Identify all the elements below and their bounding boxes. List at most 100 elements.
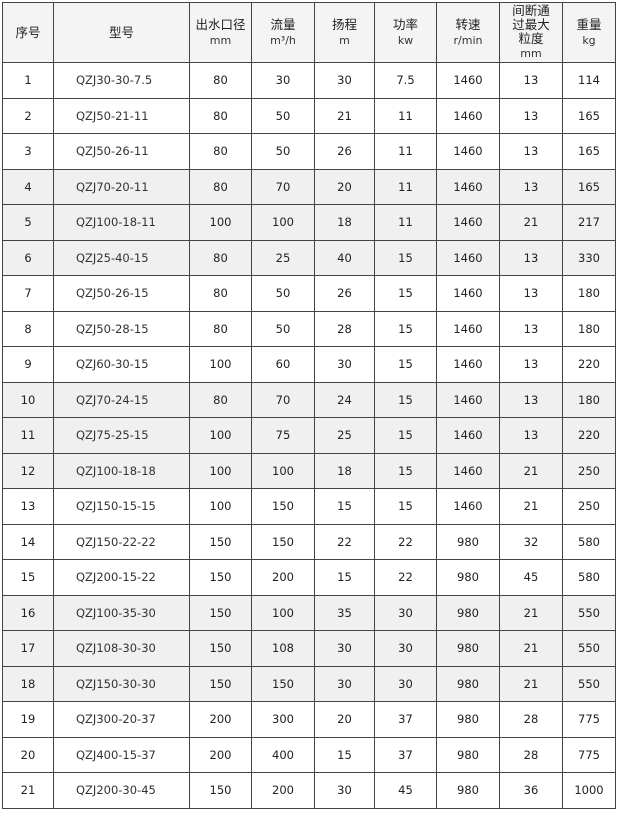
cell-index: 5 [2, 204, 54, 241]
cell-index: 19 [2, 701, 54, 738]
header-unit: m [339, 33, 350, 47]
cell-speed: 1460 [436, 488, 500, 525]
cell-power: 15 [374, 488, 437, 525]
cell-max-particle: 13 [499, 239, 563, 276]
cell-index: 18 [2, 665, 54, 702]
cell-index: 15 [2, 559, 54, 596]
cell-flow: 25 [251, 239, 315, 276]
cell-model: QZJ70-20-11 [53, 168, 190, 205]
cell-outlet-diameter: 80 [189, 275, 252, 312]
table-row: 1 QZJ30-30-7.5 80 30 30 7.5 1460 13 114 [2, 62, 616, 99]
cell-flow: 150 [251, 665, 315, 702]
cell-outlet-diameter: 200 [189, 736, 252, 773]
table-row: 14 QZJ150-22-22 150 150 22 22 980 32 580 [2, 523, 616, 560]
cell-weight: 580 [562, 523, 616, 560]
cell-speed: 1460 [436, 452, 500, 489]
table-row: 18 QZJ150-30-30 150 150 30 30 980 21 550 [2, 665, 616, 702]
cell-speed: 1460 [436, 381, 500, 418]
cell-weight: 550 [562, 594, 616, 631]
table-row: 17 QZJ108-30-30 150 108 30 30 980 21 550 [2, 630, 616, 667]
cell-index: 2 [2, 97, 54, 134]
cell-head: 30 [314, 772, 375, 809]
cell-flow: 108 [251, 630, 315, 667]
cell-flow: 100 [251, 204, 315, 241]
cell-speed: 1460 [436, 275, 500, 312]
cell-head: 15 [314, 736, 375, 773]
cell-outlet-diameter: 80 [189, 239, 252, 276]
table-body: 1 QZJ30-30-7.5 80 30 30 7.5 1460 13 114 2 QZJ50-21… [2, 62, 616, 809]
cell-outlet-diameter: 100 [189, 452, 252, 489]
cell-flow: 200 [251, 772, 315, 809]
cell-outlet-diameter: 150 [189, 665, 252, 702]
cell-head: 30 [314, 346, 375, 383]
cell-flow: 150 [251, 523, 315, 560]
cell-max-particle: 13 [499, 417, 563, 454]
cell-flow: 150 [251, 488, 315, 525]
cell-power: 7.5 [374, 62, 437, 99]
header-label: 流量 [270, 16, 296, 32]
cell-max-particle: 32 [499, 523, 563, 560]
cell-speed: 980 [436, 701, 500, 738]
cell-outlet-diameter: 80 [189, 97, 252, 134]
cell-head: 18 [314, 452, 375, 489]
cell-speed: 980 [436, 736, 500, 773]
cell-speed: 1460 [436, 346, 500, 383]
cell-head: 21 [314, 97, 375, 134]
cell-flow: 60 [251, 346, 315, 383]
cell-power: 37 [374, 736, 437, 773]
cell-flow: 70 [251, 381, 315, 418]
cell-index: 13 [2, 488, 54, 525]
cell-outlet-diameter: 150 [189, 630, 252, 667]
cell-speed: 980 [436, 772, 500, 809]
header-speed: 转速 r/min [436, 2, 500, 63]
cell-outlet-diameter: 100 [189, 346, 252, 383]
cell-max-particle: 13 [499, 62, 563, 99]
cell-head: 30 [314, 665, 375, 702]
cell-outlet-diameter: 80 [189, 310, 252, 347]
cell-index: 20 [2, 736, 54, 773]
table-row: 19 QZJ300-20-37 200 300 20 37 980 28 775 [2, 701, 616, 738]
header-label: 间断通过最大粒度 [512, 2, 550, 46]
header-label: 重量 [576, 16, 602, 32]
cell-index: 14 [2, 523, 54, 560]
cell-head: 20 [314, 168, 375, 205]
cell-speed: 1460 [436, 417, 500, 454]
cell-model: QZJ50-21-11 [53, 97, 190, 134]
cell-weight: 114 [562, 62, 616, 99]
cell-outlet-diameter: 100 [189, 488, 252, 525]
cell-power: 15 [374, 381, 437, 418]
cell-model: QZJ100-18-18 [53, 452, 190, 489]
cell-weight: 550 [562, 630, 616, 667]
table-header: 序号 型号 出水口径 mm 流量 m³/h 扬程 m 功率 kw 转速 r/min 间断通过最大粒度 mm… [2, 2, 616, 63]
cell-max-particle: 36 [499, 772, 563, 809]
cell-speed: 980 [436, 523, 500, 560]
cell-head: 15 [314, 488, 375, 525]
cell-power: 11 [374, 97, 437, 134]
cell-max-particle: 13 [499, 381, 563, 418]
cell-speed: 1460 [436, 239, 500, 276]
header-label: 型号 [108, 24, 134, 40]
cell-max-particle: 13 [499, 346, 563, 383]
table-row: 7 QZJ50-26-15 80 50 26 15 1460 13 180 [2, 275, 616, 312]
cell-flow: 100 [251, 452, 315, 489]
cell-speed: 1460 [436, 310, 500, 347]
cell-weight: 330 [562, 239, 616, 276]
cell-flow: 300 [251, 701, 315, 738]
table-row: 12 QZJ100-18-18 100 100 18 15 1460 21 250 [2, 452, 616, 489]
cell-speed: 980 [436, 665, 500, 702]
cell-weight: 165 [562, 133, 616, 170]
cell-flow: 50 [251, 310, 315, 347]
table-row: 2 QZJ50-21-11 80 50 21 11 1460 13 165 [2, 97, 616, 134]
cell-max-particle: 45 [499, 559, 563, 596]
cell-model: QZJ200-30-45 [53, 772, 190, 809]
cell-head: 28 [314, 310, 375, 347]
cell-max-particle: 13 [499, 133, 563, 170]
header-unit: m³/h [270, 33, 296, 47]
header-unit: kg [582, 33, 596, 47]
cell-weight: 180 [562, 310, 616, 347]
cell-power: 37 [374, 701, 437, 738]
cell-model: QZJ50-26-15 [53, 275, 190, 312]
header-label: 功率 [392, 16, 418, 32]
cell-flow: 200 [251, 559, 315, 596]
header-flow: 流量 m³/h [251, 2, 315, 63]
